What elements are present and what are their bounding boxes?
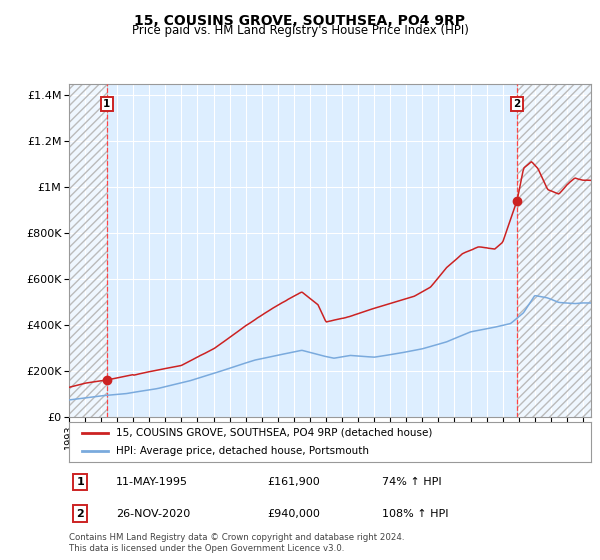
Text: £161,900: £161,900 [268, 477, 320, 487]
Text: 1: 1 [103, 99, 110, 109]
Text: 1: 1 [77, 477, 85, 487]
Text: 108% ↑ HPI: 108% ↑ HPI [382, 508, 449, 519]
Text: £940,000: £940,000 [268, 508, 320, 519]
Text: 74% ↑ HPI: 74% ↑ HPI [382, 477, 442, 487]
Text: 2: 2 [77, 508, 85, 519]
Text: Price paid vs. HM Land Registry's House Price Index (HPI): Price paid vs. HM Land Registry's House … [131, 24, 469, 38]
Bar [517, 84, 591, 417]
Text: HPI: Average price, detached house, Portsmouth: HPI: Average price, detached house, Port… [116, 446, 369, 456]
Text: 2: 2 [514, 99, 521, 109]
Text: 11-MAY-1995: 11-MAY-1995 [116, 477, 188, 487]
Text: 15, COUSINS GROVE, SOUTHSEA, PO4 9RP (detached house): 15, COUSINS GROVE, SOUTHSEA, PO4 9RP (de… [116, 428, 433, 437]
Text: Contains HM Land Registry data © Crown copyright and database right 2024.
This d: Contains HM Land Registry data © Crown c… [69, 533, 404, 553]
Bar [69, 84, 107, 417]
Text: 15, COUSINS GROVE, SOUTHSEA, PO4 9RP: 15, COUSINS GROVE, SOUTHSEA, PO4 9RP [134, 14, 466, 28]
Bar [517, 84, 591, 417]
Bar [69, 84, 107, 417]
Text: 26-NOV-2020: 26-NOV-2020 [116, 508, 190, 519]
